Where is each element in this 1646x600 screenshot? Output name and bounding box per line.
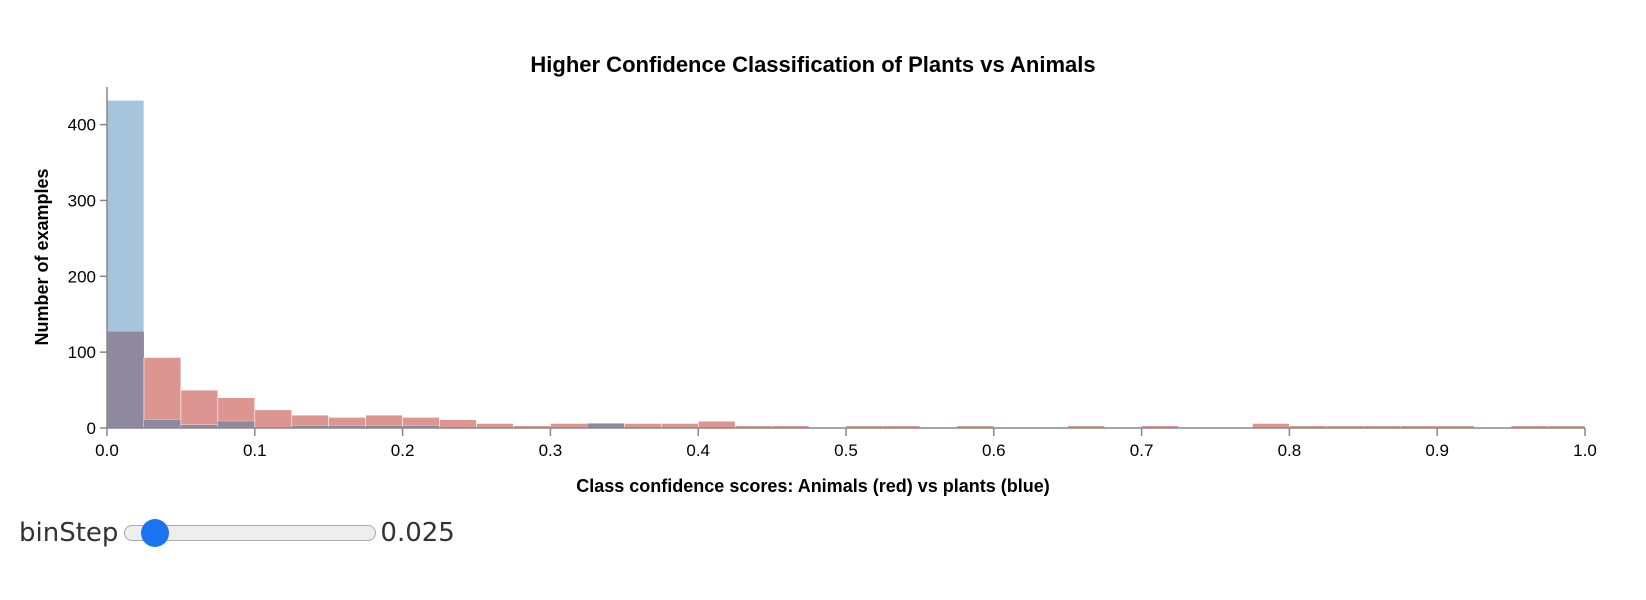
x-tick-label: 0.3 xyxy=(539,441,563,460)
y-tick-label: 200 xyxy=(68,267,96,286)
overlap-bar xyxy=(291,425,329,428)
overlap-bar xyxy=(180,424,218,428)
animal-bar xyxy=(180,389,219,429)
animal-bar xyxy=(143,357,182,429)
y-axis: 0 100 200 300 400 xyxy=(68,87,108,438)
bars-layer xyxy=(106,100,1586,429)
y-tick-label: 0 xyxy=(87,419,96,438)
slider-knob[interactable] xyxy=(141,519,170,547)
x-tick-label: 0.4 xyxy=(686,441,710,460)
animal-bar xyxy=(697,420,736,429)
x-tick-label: 0.6 xyxy=(982,441,1006,460)
y-tick-label: 100 xyxy=(68,343,96,362)
y-tick-label: 400 xyxy=(68,116,96,135)
overlap-bar xyxy=(402,425,440,428)
histogram-chart: Higher Confidence Classification of Plan… xyxy=(32,52,1597,496)
x-axis: 0.0 0.1 0.2 0.3 0.4 0.5 0.6 0.7 0.8 0.9 1.0 xyxy=(95,427,1597,460)
bin-step-control: binStep 0.025 xyxy=(19,518,455,548)
x-tick-label: 1.0 xyxy=(1573,441,1597,460)
x-tick-label: 0.9 xyxy=(1425,441,1449,460)
y-tick-label: 300 xyxy=(68,191,96,210)
bin-step-slider[interactable] xyxy=(124,519,377,547)
overlap-bar xyxy=(107,331,144,428)
x-tick-label: 0.1 xyxy=(243,441,267,460)
bin-step-value: 0.025 xyxy=(380,518,455,548)
chart-title: Higher Confidence Classification of Plan… xyxy=(530,52,1095,77)
overlap-bar xyxy=(328,425,366,428)
x-tick-label: 0.0 xyxy=(95,441,119,460)
overlap-bar xyxy=(217,421,255,428)
overlap-bar xyxy=(143,419,181,428)
x-tick-label: 0.5 xyxy=(834,441,858,460)
animal-bar xyxy=(254,409,293,429)
x-axis-title: Class confidence scores: Animals (red) v… xyxy=(576,476,1049,496)
x-tick-label: 0.8 xyxy=(1278,441,1302,460)
animal-bar xyxy=(439,419,477,429)
x-tick-label: 0.2 xyxy=(391,441,415,460)
x-tick-label: 0.7 xyxy=(1130,441,1154,460)
bin-step-label: binStep xyxy=(19,518,119,548)
overlap-bar xyxy=(587,423,625,428)
overlap-bar xyxy=(365,425,403,428)
y-axis-title: Number of examples xyxy=(32,168,52,345)
